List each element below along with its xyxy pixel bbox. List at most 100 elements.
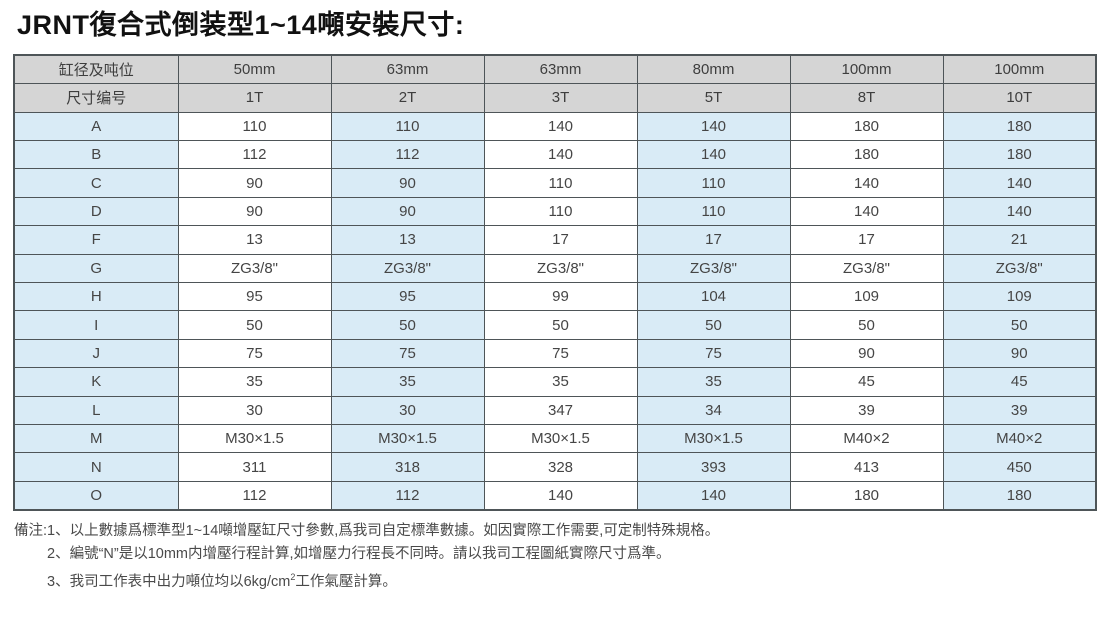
row-label-cell: G bbox=[13, 253, 179, 284]
table-cell: 2T bbox=[330, 83, 485, 113]
table-cell: 318 bbox=[330, 452, 485, 482]
table-cell: 140 bbox=[483, 111, 638, 142]
table-row: D 90 90 110 110 140 140 bbox=[13, 196, 1097, 227]
table-cell: 50mm bbox=[177, 54, 332, 85]
table-row: N 311 318 328 393 413 450 bbox=[13, 452, 1097, 482]
table-row: J 75 75 75 75 90 90 bbox=[13, 338, 1097, 369]
table-cell: 45 bbox=[789, 367, 944, 397]
table-cell: 90 bbox=[330, 168, 485, 198]
table-cell: 112 bbox=[330, 140, 485, 170]
table-cell: M30×1.5 bbox=[177, 423, 332, 454]
row-label-cell: B bbox=[13, 140, 179, 170]
row-label-cell: 尺寸编号 bbox=[13, 83, 179, 113]
row-label-cell: A bbox=[13, 111, 179, 142]
table-cell: 17 bbox=[789, 225, 944, 255]
table-cell: 140 bbox=[789, 196, 944, 227]
table-cell: M40×2 bbox=[942, 423, 1097, 454]
table-row: M M30×1.5 M30×1.5 M30×1.5 M30×1.5 M40×2 M40×2 bbox=[13, 423, 1097, 454]
table-cell: 180 bbox=[942, 111, 1097, 142]
table-cell: 110 bbox=[636, 196, 791, 227]
table-cell: M30×1.5 bbox=[483, 423, 638, 454]
table-cell: 39 bbox=[789, 395, 944, 425]
table-cell: 30 bbox=[330, 395, 485, 425]
row-label-cell: J bbox=[13, 338, 179, 369]
table-cell: 112 bbox=[177, 480, 332, 511]
table-cell: 13 bbox=[330, 225, 485, 255]
table-cell: 140 bbox=[942, 168, 1097, 198]
table-cell: 140 bbox=[636, 140, 791, 170]
table-cell: 1T bbox=[177, 83, 332, 113]
table-cell: ZG3/8" bbox=[177, 253, 332, 284]
table-cell: ZG3/8" bbox=[942, 253, 1097, 284]
table-cell: 90 bbox=[177, 196, 332, 227]
table-cell: 180 bbox=[789, 480, 944, 511]
note-item: 1、以上數據爲標準型1~14噸增壓缸尺寸參數,爲我司自定標準數據。如因實際工作需… bbox=[47, 522, 720, 539]
table-cell: 90 bbox=[789, 338, 944, 369]
table-row: O 112 112 140 140 180 180 bbox=[13, 480, 1097, 511]
row-label-cell: I bbox=[13, 310, 179, 340]
table-cell: 50 bbox=[942, 310, 1097, 340]
table-cell: 109 bbox=[789, 282, 944, 312]
table-cell: 110 bbox=[483, 168, 638, 198]
row-label-cell: M bbox=[13, 423, 179, 454]
table-cell: M30×1.5 bbox=[330, 423, 485, 454]
table-cell: 347 bbox=[483, 395, 638, 425]
notes-list: 1、以上數據爲標準型1~14噸增壓缸尺寸參數,爲我司自定標準數據。如因實際工作需… bbox=[47, 520, 1107, 594]
table-cell: M30×1.5 bbox=[636, 423, 791, 454]
table-cell: 393 bbox=[636, 452, 791, 482]
table-cell: 50 bbox=[483, 310, 638, 340]
table-header-row: 缸径及吨位 50mm 63mm 63mm 80mm 100mm 100mm bbox=[13, 54, 1097, 85]
table-cell: 30 bbox=[177, 395, 332, 425]
page-title: JRNT復合式倒装型1~14噸安裝尺寸: bbox=[17, 10, 465, 40]
table-cell: 140 bbox=[636, 111, 791, 142]
note-item: 3、我司工作表中出力噸位均以6kg/cm2工作氣壓計算。 bbox=[47, 571, 397, 590]
table-cell: 328 bbox=[483, 452, 638, 482]
row-label-cell: C bbox=[13, 168, 179, 198]
table-cell: ZG3/8" bbox=[789, 253, 944, 284]
row-label-cell: K bbox=[13, 367, 179, 397]
row-label-cell: N bbox=[13, 452, 179, 482]
table-row: G ZG3/8" ZG3/8" ZG3/8" ZG3/8" ZG3/8" ZG3/8" bbox=[13, 253, 1097, 284]
table-cell: 35 bbox=[330, 367, 485, 397]
table-cell: 413 bbox=[789, 452, 944, 482]
table-header-row: 尺寸编号 1T 2T 3T 5T 8T 10T bbox=[13, 83, 1097, 113]
table-cell: 109 bbox=[942, 282, 1097, 312]
table-cell: 39 bbox=[942, 395, 1097, 425]
table-cell: 104 bbox=[636, 282, 791, 312]
table-cell: 100mm bbox=[942, 54, 1097, 85]
table-cell: 50 bbox=[636, 310, 791, 340]
table-cell: 180 bbox=[789, 140, 944, 170]
table-cell: 63mm bbox=[483, 54, 638, 85]
table-row: H 95 95 99 104 109 109 bbox=[13, 282, 1097, 312]
table-cell: 5T bbox=[636, 83, 791, 113]
table-cell: 450 bbox=[942, 452, 1097, 482]
notes-prefix-label: 備注: bbox=[14, 522, 48, 539]
table-cell: 112 bbox=[177, 140, 332, 170]
table-cell: 140 bbox=[483, 140, 638, 170]
table-cell: 110 bbox=[177, 111, 332, 142]
table-cell: 50 bbox=[330, 310, 485, 340]
table-row: A 110 110 140 140 180 180 bbox=[13, 111, 1097, 142]
table-cell: 311 bbox=[177, 452, 332, 482]
table-cell: 35 bbox=[483, 367, 638, 397]
row-label-cell: O bbox=[13, 480, 179, 511]
table-cell: 17 bbox=[636, 225, 791, 255]
table-cell: 180 bbox=[789, 111, 944, 142]
table-cell: 110 bbox=[636, 168, 791, 198]
table-cell: M40×2 bbox=[789, 423, 944, 454]
table-row: I 50 50 50 50 50 50 bbox=[13, 310, 1097, 340]
table-row: L 30 30 347 34 39 39 bbox=[13, 395, 1097, 425]
table-cell: 140 bbox=[483, 480, 638, 511]
table-cell: 45 bbox=[942, 367, 1097, 397]
table-cell: 75 bbox=[330, 338, 485, 369]
table-cell: 13 bbox=[177, 225, 332, 255]
table-cell: 140 bbox=[636, 480, 791, 511]
table-cell: 90 bbox=[330, 196, 485, 227]
table-cell: 180 bbox=[942, 140, 1097, 170]
table-cell: 75 bbox=[483, 338, 638, 369]
table-row: B 112 112 140 140 180 180 bbox=[13, 140, 1097, 170]
table-cell: 100mm bbox=[789, 54, 944, 85]
table-cell: 75 bbox=[177, 338, 332, 369]
table-cell: 21 bbox=[942, 225, 1097, 255]
